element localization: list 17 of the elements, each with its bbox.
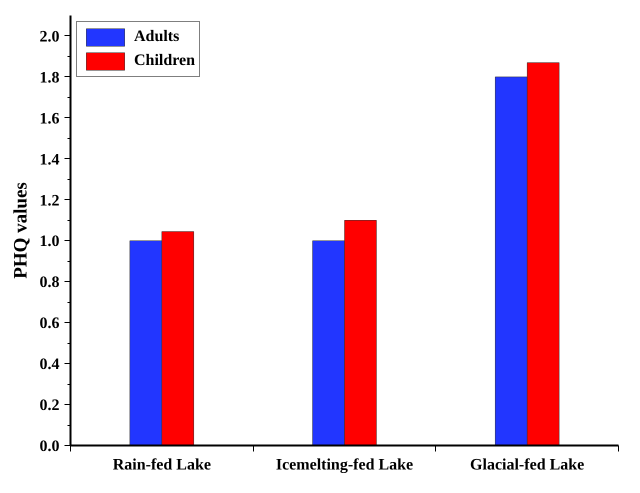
x-tick-label: Glacial-fed Lake <box>470 456 584 474</box>
y-tick-label: 1.8 <box>40 69 60 86</box>
y-tick-label: 1.0 <box>40 233 60 250</box>
x-tick-label: Rain-fed Lake <box>112 456 211 474</box>
y-tick-label: 1.4 <box>40 151 60 168</box>
x-tick-label: Icemelting-fed Lake <box>276 456 414 474</box>
y-tick-label: 0.2 <box>40 397 60 414</box>
y-tick-label: 0.4 <box>40 356 60 374</box>
legend-label: Children <box>134 52 196 70</box>
y-tick-label: 0.8 <box>40 274 60 292</box>
y-tick-label: 1.6 <box>40 110 60 128</box>
legend-label: Adults <box>134 28 180 46</box>
y-tick-label: 2.0 <box>40 28 60 46</box>
y-tick-label: 0.6 <box>40 315 60 332</box>
y-tick-label: 0.0 <box>40 438 60 455</box>
y-tick-label: 1.2 <box>40 192 60 210</box>
y-axis-title: PHQ values <box>10 182 32 279</box>
